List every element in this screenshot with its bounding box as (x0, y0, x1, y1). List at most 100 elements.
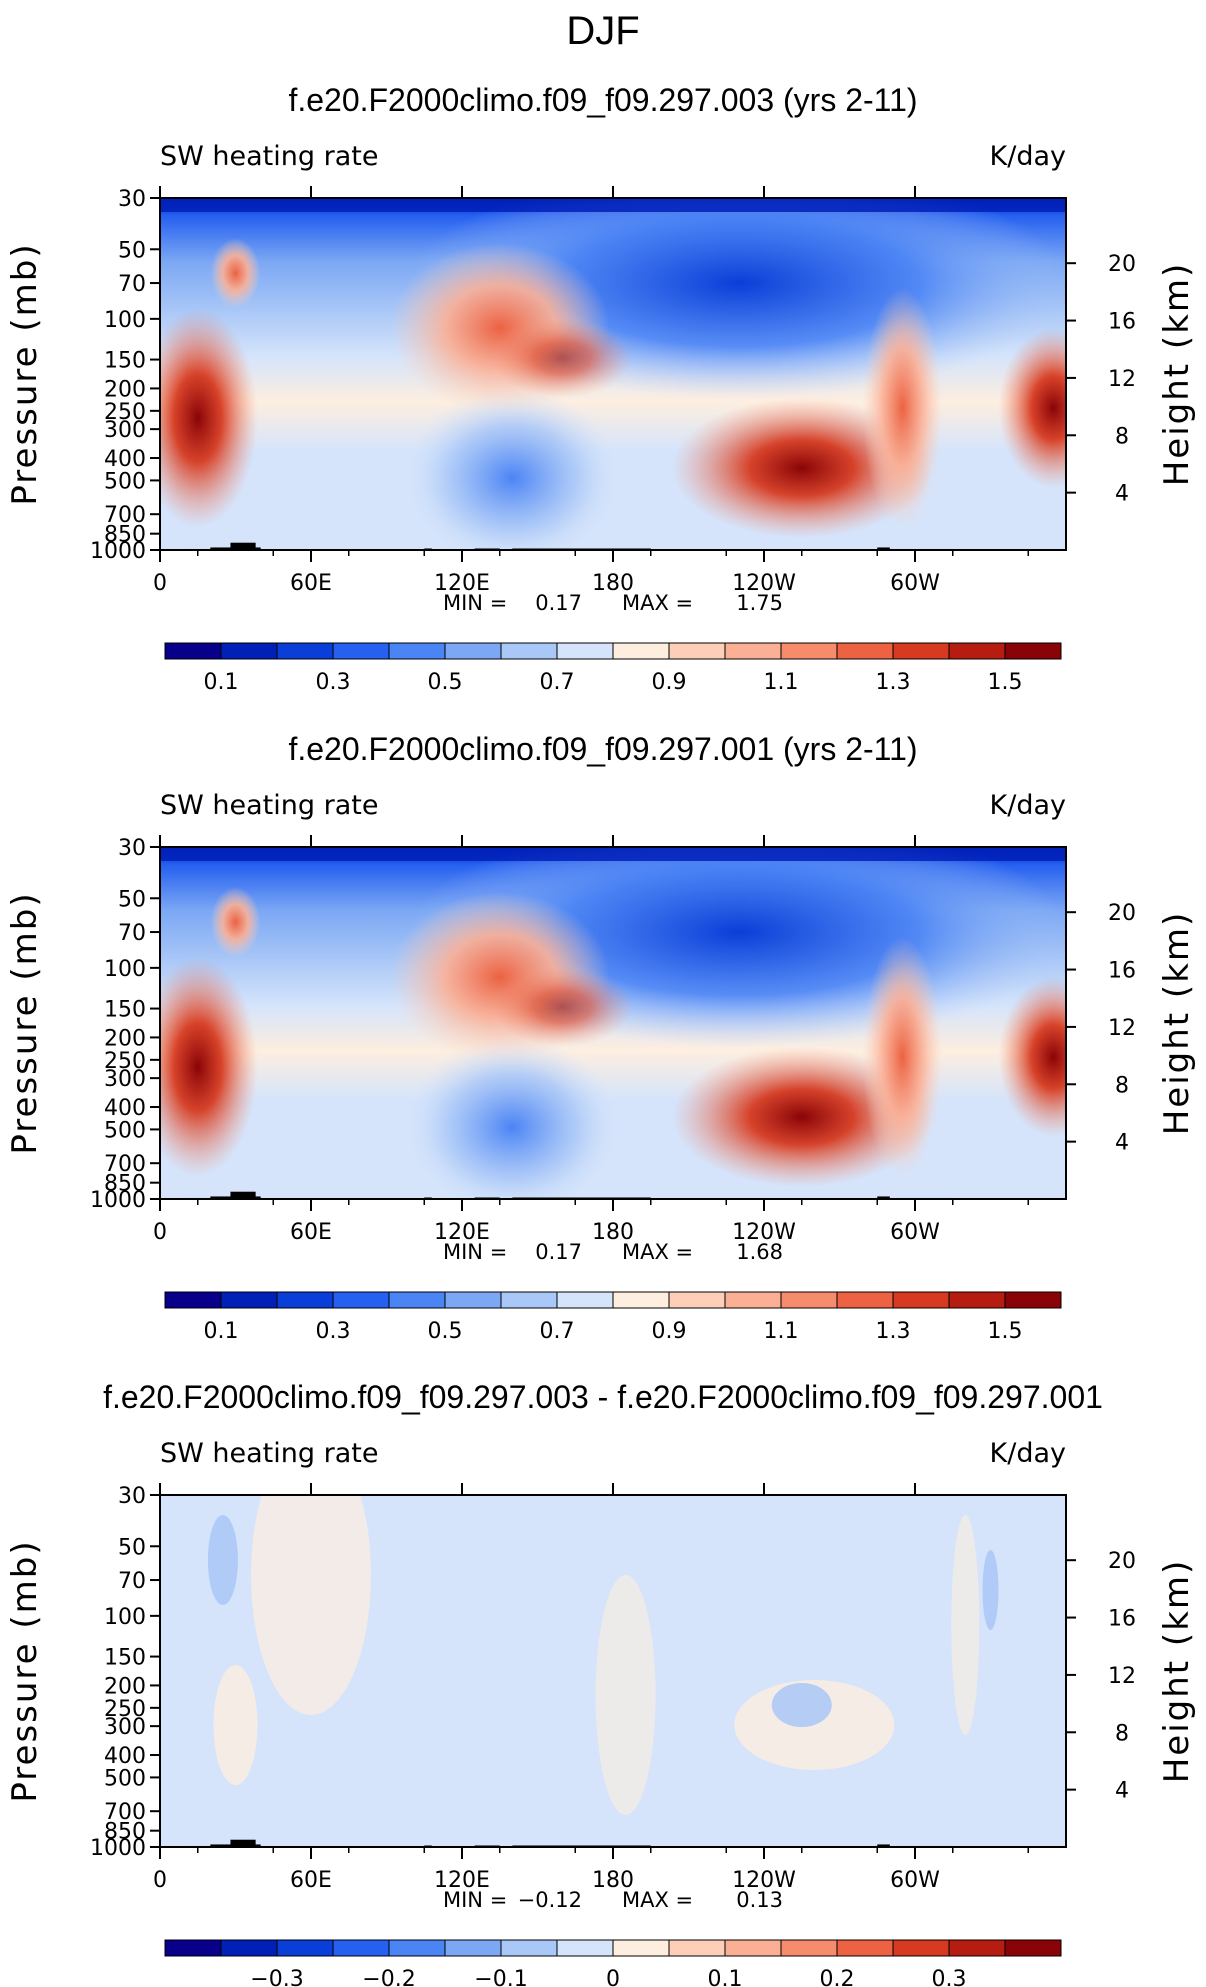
panel1-ylabel: Pressure (mb) (5, 242, 45, 505)
panel3-colorbar-label: 0.3 (932, 1967, 967, 1987)
panel3-colorbar-box (1004, 1939, 1062, 1957)
panel3-ytick-label: 50 (118, 1535, 146, 1560)
panel1-ytick-label: 300 (104, 418, 146, 443)
panel2-field (160, 847, 1066, 1199)
panel2-xtick-label: 180 (592, 1220, 634, 1245)
panel1-ytick-right-label: 20 (1108, 252, 1136, 277)
panel1-ytick-label: 1000 (90, 539, 146, 564)
panel2: f.e20.F2000climo.f09_f09.297.001 (yrs 2-… (5, 731, 1197, 1344)
panel2-colorbar-label: 0.5 (428, 1319, 463, 1344)
panel2-xtick-label: 60W (890, 1220, 940, 1245)
panel3-colorbar-box (500, 1939, 558, 1957)
panel3-units-label: K/day (990, 1438, 1066, 1469)
panel3-title: f.e20.F2000climo.f09_f09.297.003 - f.e20… (103, 1379, 1103, 1415)
panel1-min-label: MIN = (443, 591, 507, 615)
panel1-colorbar-box (724, 642, 782, 660)
panel2-max-label: MAX = (622, 1240, 693, 1264)
panel1-variable-label: SW heating rate (160, 141, 378, 172)
panel3-ytick-label: 100 (104, 1605, 146, 1630)
panel2-xtick-label: 0 (153, 1220, 167, 1245)
panel3-colorbar-label: 0.1 (708, 1967, 743, 1987)
panel2-xtick-label: 60E (290, 1220, 332, 1245)
panel2-min-label: MIN = (443, 1240, 507, 1264)
panel2-colorbar-label: 1.3 (876, 1319, 911, 1344)
panel2-colorbar-box (332, 1291, 390, 1309)
panel2-colorbar-box (892, 1291, 950, 1309)
panel1-colorbar-box (164, 642, 222, 660)
panel3-max-value: 0.13 (736, 1888, 783, 1912)
panel2-colorbar-box (668, 1291, 726, 1309)
panel2-terrain (877, 1196, 890, 1199)
panel3-ytick-label: 1000 (90, 1836, 146, 1861)
panel2-ytick-right-label: 16 (1108, 959, 1136, 984)
panel3-colorbar-box (444, 1939, 502, 1957)
panel2-units-label: K/day (990, 790, 1066, 821)
panel1-field (160, 198, 1066, 550)
panel1-colorbar-box (556, 642, 614, 660)
panel2-colorbar-box (836, 1291, 894, 1309)
panel1-min-value: 0.17 (535, 591, 582, 615)
panel1-ytick-right-label: 4 (1115, 482, 1129, 507)
panel3-ytick-label: 850 (104, 1820, 146, 1845)
panel1-terrain (230, 542, 256, 550)
panel3-negative-region (207, 1515, 238, 1605)
panel3-ytick-right-label: 12 (1108, 1664, 1136, 1689)
panel2-colorbar-box (1004, 1291, 1062, 1309)
panel3-variable-label: SW heating rate (160, 1438, 378, 1469)
panel3-positive-region (251, 1495, 371, 1715)
panel1-colorbar-label: 0.5 (428, 670, 463, 695)
panel2-warm-core-africa (160, 957, 258, 1177)
panel3-colorbar-box (612, 1939, 670, 1957)
panel3-ytick-label: 400 (104, 1744, 146, 1769)
panel1-cool-lower-region (402, 388, 623, 550)
panel3-ytick-right-label: 8 (1115, 1721, 1129, 1746)
panel2-upper-band (160, 847, 1066, 861)
panel2-colorbar-box (388, 1291, 446, 1309)
panel2-ytick-label: 250 (104, 1049, 146, 1074)
panel1-colorbar-box (220, 642, 278, 660)
panel1-colorbar-box (332, 642, 390, 660)
panel1-colorbar-box (444, 642, 502, 660)
panel2-xtick-label: 120E (434, 1220, 490, 1245)
panel3-positive-region (595, 1575, 656, 1815)
panel1-ytick-label: 100 (104, 308, 146, 333)
panel1: f.e20.F2000climo.f09_f09.297.003 (yrs 2-… (5, 82, 1197, 695)
panel2-colorbar-label: 0.1 (204, 1319, 239, 1344)
panel2-terrain (230, 1191, 256, 1199)
panel1-colorbar-box (948, 642, 1006, 660)
panel3-colorbar-box (388, 1939, 446, 1957)
panel3-colorbar-box (836, 1939, 894, 1957)
panel1-colorbar-label: 1.5 (988, 670, 1023, 695)
panel3-colorbar-box (892, 1939, 950, 1957)
panel1-upper-band (160, 198, 1066, 212)
panel3-colorbar-box (556, 1939, 614, 1957)
panel1-warm-core-atlantic (998, 328, 1066, 488)
panel1-xtick-label: 120E (434, 571, 490, 596)
panel3-colorbar-box (276, 1939, 334, 1957)
panel2-xtick-label: 120W (732, 1220, 796, 1245)
panel1-xtick-label: 180 (592, 571, 634, 596)
panel3-terrain (230, 1839, 256, 1847)
panel1-colorbar-box (388, 642, 446, 660)
panel3-ytick-right-label: 20 (1108, 1549, 1136, 1574)
panel3-ytick-label: 200 (104, 1674, 146, 1699)
panel1-colorbar-label: 0.9 (652, 670, 687, 695)
panel3-colorbar-box (948, 1939, 1006, 1957)
panel2-colorbar-box (444, 1291, 502, 1309)
panel3-colorbar-label: −0.1 (474, 1967, 527, 1987)
panel2-warm-core-atlantic (998, 977, 1066, 1137)
panel1-warm-core-africa (160, 308, 258, 528)
panel2-ytick-right-label: 20 (1108, 901, 1136, 926)
panel1-xtick-label: 120W (732, 571, 796, 596)
panel1-ytick-label: 50 (118, 238, 146, 263)
panel1-max-label: MAX = (622, 591, 693, 615)
panel2-max-value: 1.68 (736, 1240, 783, 1264)
panel2-warm-peak-east (492, 967, 633, 1047)
panel1-ytick-right-label: 8 (1115, 424, 1129, 449)
panel3-positive-region (213, 1665, 258, 1785)
panel3-colorbar-label: 0 (606, 1967, 620, 1987)
panel3-colorbar-label: −0.2 (362, 1967, 415, 1987)
panel1-ytick-label: 250 (104, 400, 146, 425)
panel2-colorbar-label: 1.1 (764, 1319, 799, 1344)
